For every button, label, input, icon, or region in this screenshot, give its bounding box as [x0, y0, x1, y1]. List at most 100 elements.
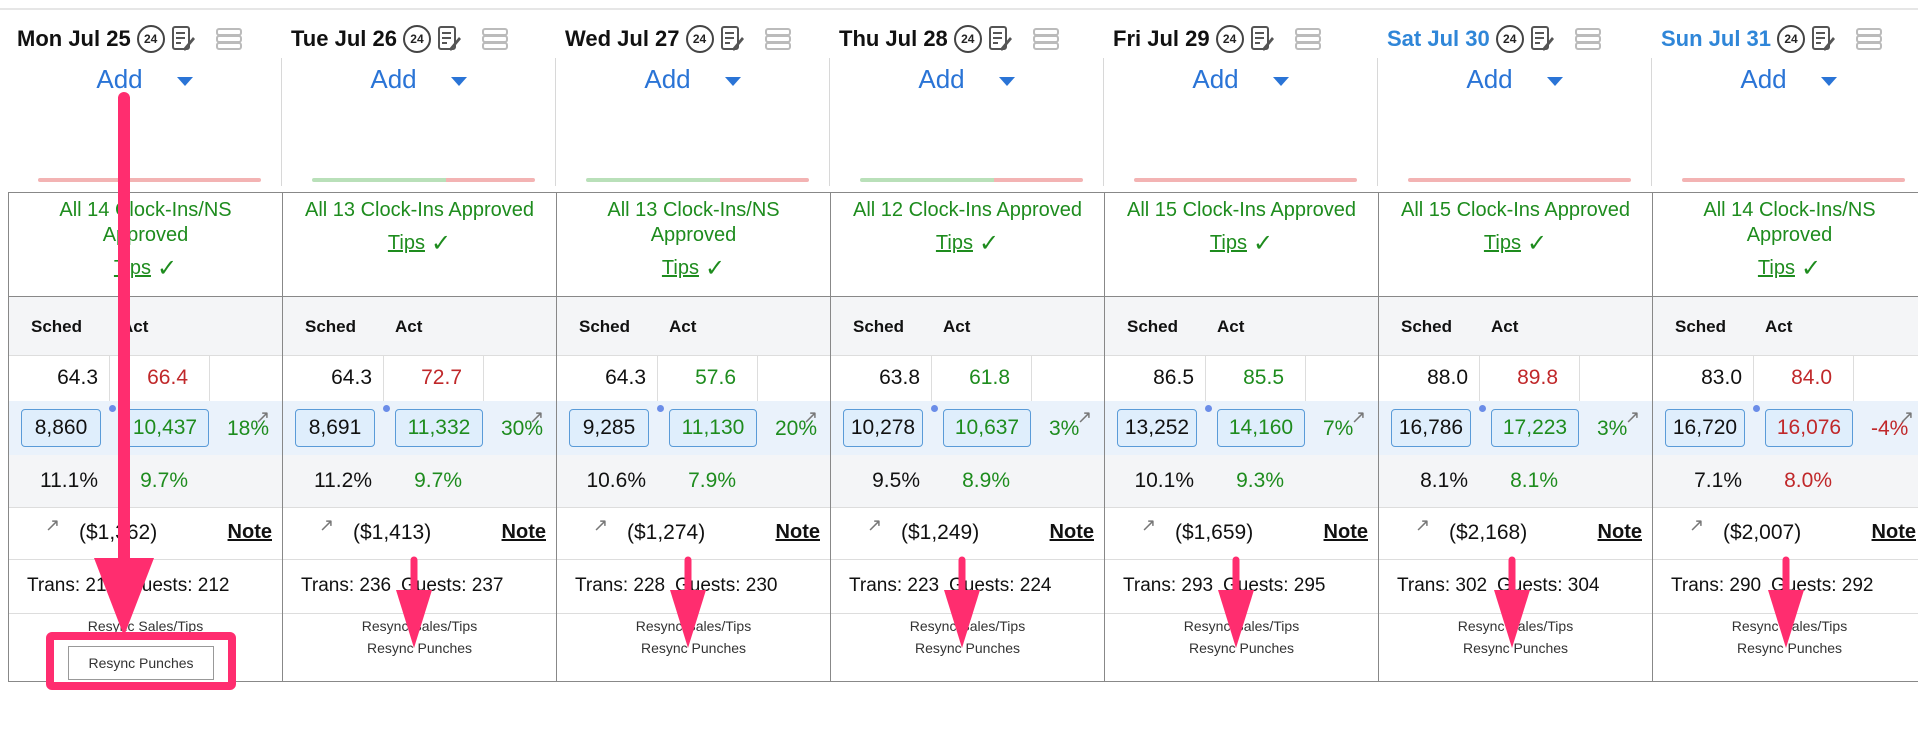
divider — [757, 355, 758, 401]
resync-punches-link[interactable]: Resync Punches — [1736, 640, 1843, 656]
add-shift-button[interactable]: Add — [1104, 64, 1377, 95]
sales-actual-box[interactable]: 17,223 — [1491, 409, 1579, 447]
tips-link[interactable]: Tips — [1483, 232, 1521, 254]
24-hour-icon[interactable]: 24 — [953, 25, 982, 53]
edit-note-icon[interactable] — [437, 25, 461, 53]
note-link[interactable]: Note — [1871, 521, 1916, 543]
sales-actual-box[interactable]: 10,637 — [943, 409, 1031, 447]
stack-icon[interactable] — [215, 27, 243, 51]
sales-scheduled-box[interactable]: 13,252 — [1117, 409, 1197, 447]
edit-note-icon[interactable] — [1530, 25, 1554, 53]
sched-act-header: Sched Act — [1379, 297, 1652, 356]
tips-link[interactable]: Tips — [1757, 257, 1795, 279]
24-hour-icon[interactable]: 24 — [1215, 25, 1244, 53]
tips-link[interactable]: Tips — [387, 232, 425, 254]
add-shift-button[interactable]: Add — [1652, 64, 1918, 95]
caret-down-icon[interactable] — [450, 76, 467, 86]
24-hour-icon[interactable]: 24 — [1777, 25, 1806, 53]
sales-actual-box[interactable]: 11,332 — [395, 409, 483, 447]
day-date: Thu Jul 28 — [839, 26, 948, 51]
arrow-up-right-icon[interactable]: ↗ — [1351, 407, 1367, 427]
stack-icon[interactable] — [1032, 27, 1060, 51]
sales-scheduled-box[interactable]: 8,691 — [295, 409, 375, 447]
resync-punches-link[interactable]: Resync Punches — [914, 640, 1021, 656]
24-hour-icon[interactable]: 24 — [1495, 25, 1524, 53]
note-link[interactable]: Note — [775, 521, 820, 543]
add-shift-button[interactable]: Add — [830, 64, 1103, 95]
stack-icon[interactable] — [1574, 27, 1602, 51]
stack-icon[interactable] — [764, 27, 792, 51]
sales-variance-pct: 7% — [1323, 417, 1354, 440]
resync-punches-link[interactable]: Resync Punches — [640, 640, 747, 656]
note-link[interactable]: Note — [1323, 521, 1368, 543]
arrow-up-right-icon[interactable]: ↗ — [1689, 515, 1705, 535]
tips-link[interactable]: Tips — [935, 232, 973, 254]
resync-punches-link[interactable]: Resync Punches — [1188, 640, 1295, 656]
sales-actual-box[interactable]: 11,130 — [669, 409, 757, 447]
sales-actual-box[interactable]: 14,160 — [1217, 409, 1305, 447]
arrow-up-right-icon[interactable]: ↗ — [1141, 515, 1157, 535]
note-link[interactable]: Note — [1597, 521, 1642, 543]
caret-down-icon[interactable] — [1272, 76, 1289, 86]
resync-sales-tips-link[interactable]: Resync Sales/Tips — [1457, 618, 1574, 634]
edit-note-icon[interactable] — [720, 25, 744, 53]
arrow-up-right-icon[interactable]: ↗ — [1077, 407, 1093, 427]
add-shift-button[interactable]: Add — [1378, 64, 1651, 95]
sched-act-header: Sched Act — [557, 297, 830, 356]
arrow-up-right-icon[interactable]: ↗ — [255, 407, 271, 427]
add-shift-button[interactable]: Add — [556, 64, 829, 95]
tips-link[interactable]: Tips — [661, 257, 699, 279]
sched-act-header: Sched Act — [9, 297, 282, 356]
resync-punches-button-highlighted[interactable]: Resync Punches — [68, 646, 214, 680]
caret-down-icon[interactable] — [1820, 76, 1837, 86]
stack-icon[interactable] — [1855, 27, 1883, 51]
resync-sales-tips-link[interactable]: Resync Sales/Tips — [635, 618, 752, 634]
arrow-up-right-icon[interactable]: ↗ — [1625, 407, 1641, 427]
sales-scheduled-box[interactable]: 16,786 — [1391, 409, 1471, 447]
arrow-up-right-icon[interactable]: ↗ — [319, 515, 335, 535]
sales-actual-box[interactable]: 16,076 — [1765, 409, 1853, 447]
resync-sales-tips-link[interactable]: Resync Sales/Tips — [909, 618, 1026, 634]
arrow-up-right-icon[interactable]: ↗ — [593, 515, 609, 535]
sales-scheduled-box[interactable]: 8,860 — [21, 409, 101, 447]
edit-note-icon[interactable] — [988, 25, 1012, 53]
24-hour-icon[interactable]: 24 — [136, 25, 165, 53]
sales-scheduled-box[interactable]: 10,278 — [843, 409, 923, 447]
arrow-up-right-icon[interactable]: ↗ — [803, 407, 819, 427]
arrow-up-right-icon[interactable]: ↗ — [867, 515, 883, 535]
note-link[interactable]: Note — [501, 521, 546, 543]
labor-cost: ($1,249) — [901, 521, 980, 544]
caret-down-icon[interactable] — [724, 76, 741, 86]
note-link[interactable]: Note — [227, 521, 272, 543]
resync-sales-tips-link[interactable]: Resync Sales/Tips — [1731, 618, 1848, 634]
tips-link[interactable]: Tips — [1209, 232, 1247, 254]
arrow-up-right-icon[interactable]: ↗ — [529, 407, 545, 427]
resync-sales-tips-link[interactable]: Resync Sales/Tips — [361, 618, 478, 634]
caret-down-icon[interactable] — [998, 76, 1015, 86]
add-shift-button[interactable]: Add — [282, 64, 555, 95]
24-hour-icon[interactable]: 24 — [402, 25, 431, 53]
edit-note-icon[interactable] — [1250, 25, 1274, 53]
caret-down-icon[interactable] — [1546, 76, 1563, 86]
arrow-up-right-icon[interactable]: ↗ — [1899, 407, 1915, 427]
sales-actual-box[interactable]: 10,437 — [121, 409, 209, 447]
guests-count: Guests: 295 — [1223, 575, 1326, 596]
stack-icon[interactable] — [481, 27, 509, 51]
note-link[interactable]: Note — [1049, 521, 1094, 543]
edit-note-icon[interactable] — [171, 25, 195, 53]
resync-sales-tips-link[interactable]: Resync Sales/Tips — [1183, 618, 1300, 634]
arrow-up-right-icon[interactable]: ↗ — [1415, 515, 1431, 535]
add-shift-button[interactable]: Add — [8, 64, 281, 95]
24-hour-icon[interactable]: 24 — [685, 25, 714, 53]
resync-punches-link[interactable]: Resync Punches — [1462, 640, 1569, 656]
caret-down-icon[interactable] — [176, 76, 193, 86]
edit-note-icon[interactable] — [1811, 25, 1836, 53]
resync-punches-link[interactable]: Resync Punches — [366, 640, 473, 656]
sales-scheduled-box[interactable]: 9,285 — [569, 409, 649, 447]
sales-scheduled-box[interactable]: 16,720 — [1665, 409, 1745, 447]
sched-label: Sched — [31, 317, 83, 336]
arrow-up-right-icon[interactable]: ↗ — [45, 515, 61, 535]
stack-icon[interactable] — [1294, 27, 1322, 51]
tips-link[interactable]: Tips — [113, 257, 151, 279]
approval-status: All 12 Clock-Ins Approved Tips ✓ — [831, 193, 1104, 297]
